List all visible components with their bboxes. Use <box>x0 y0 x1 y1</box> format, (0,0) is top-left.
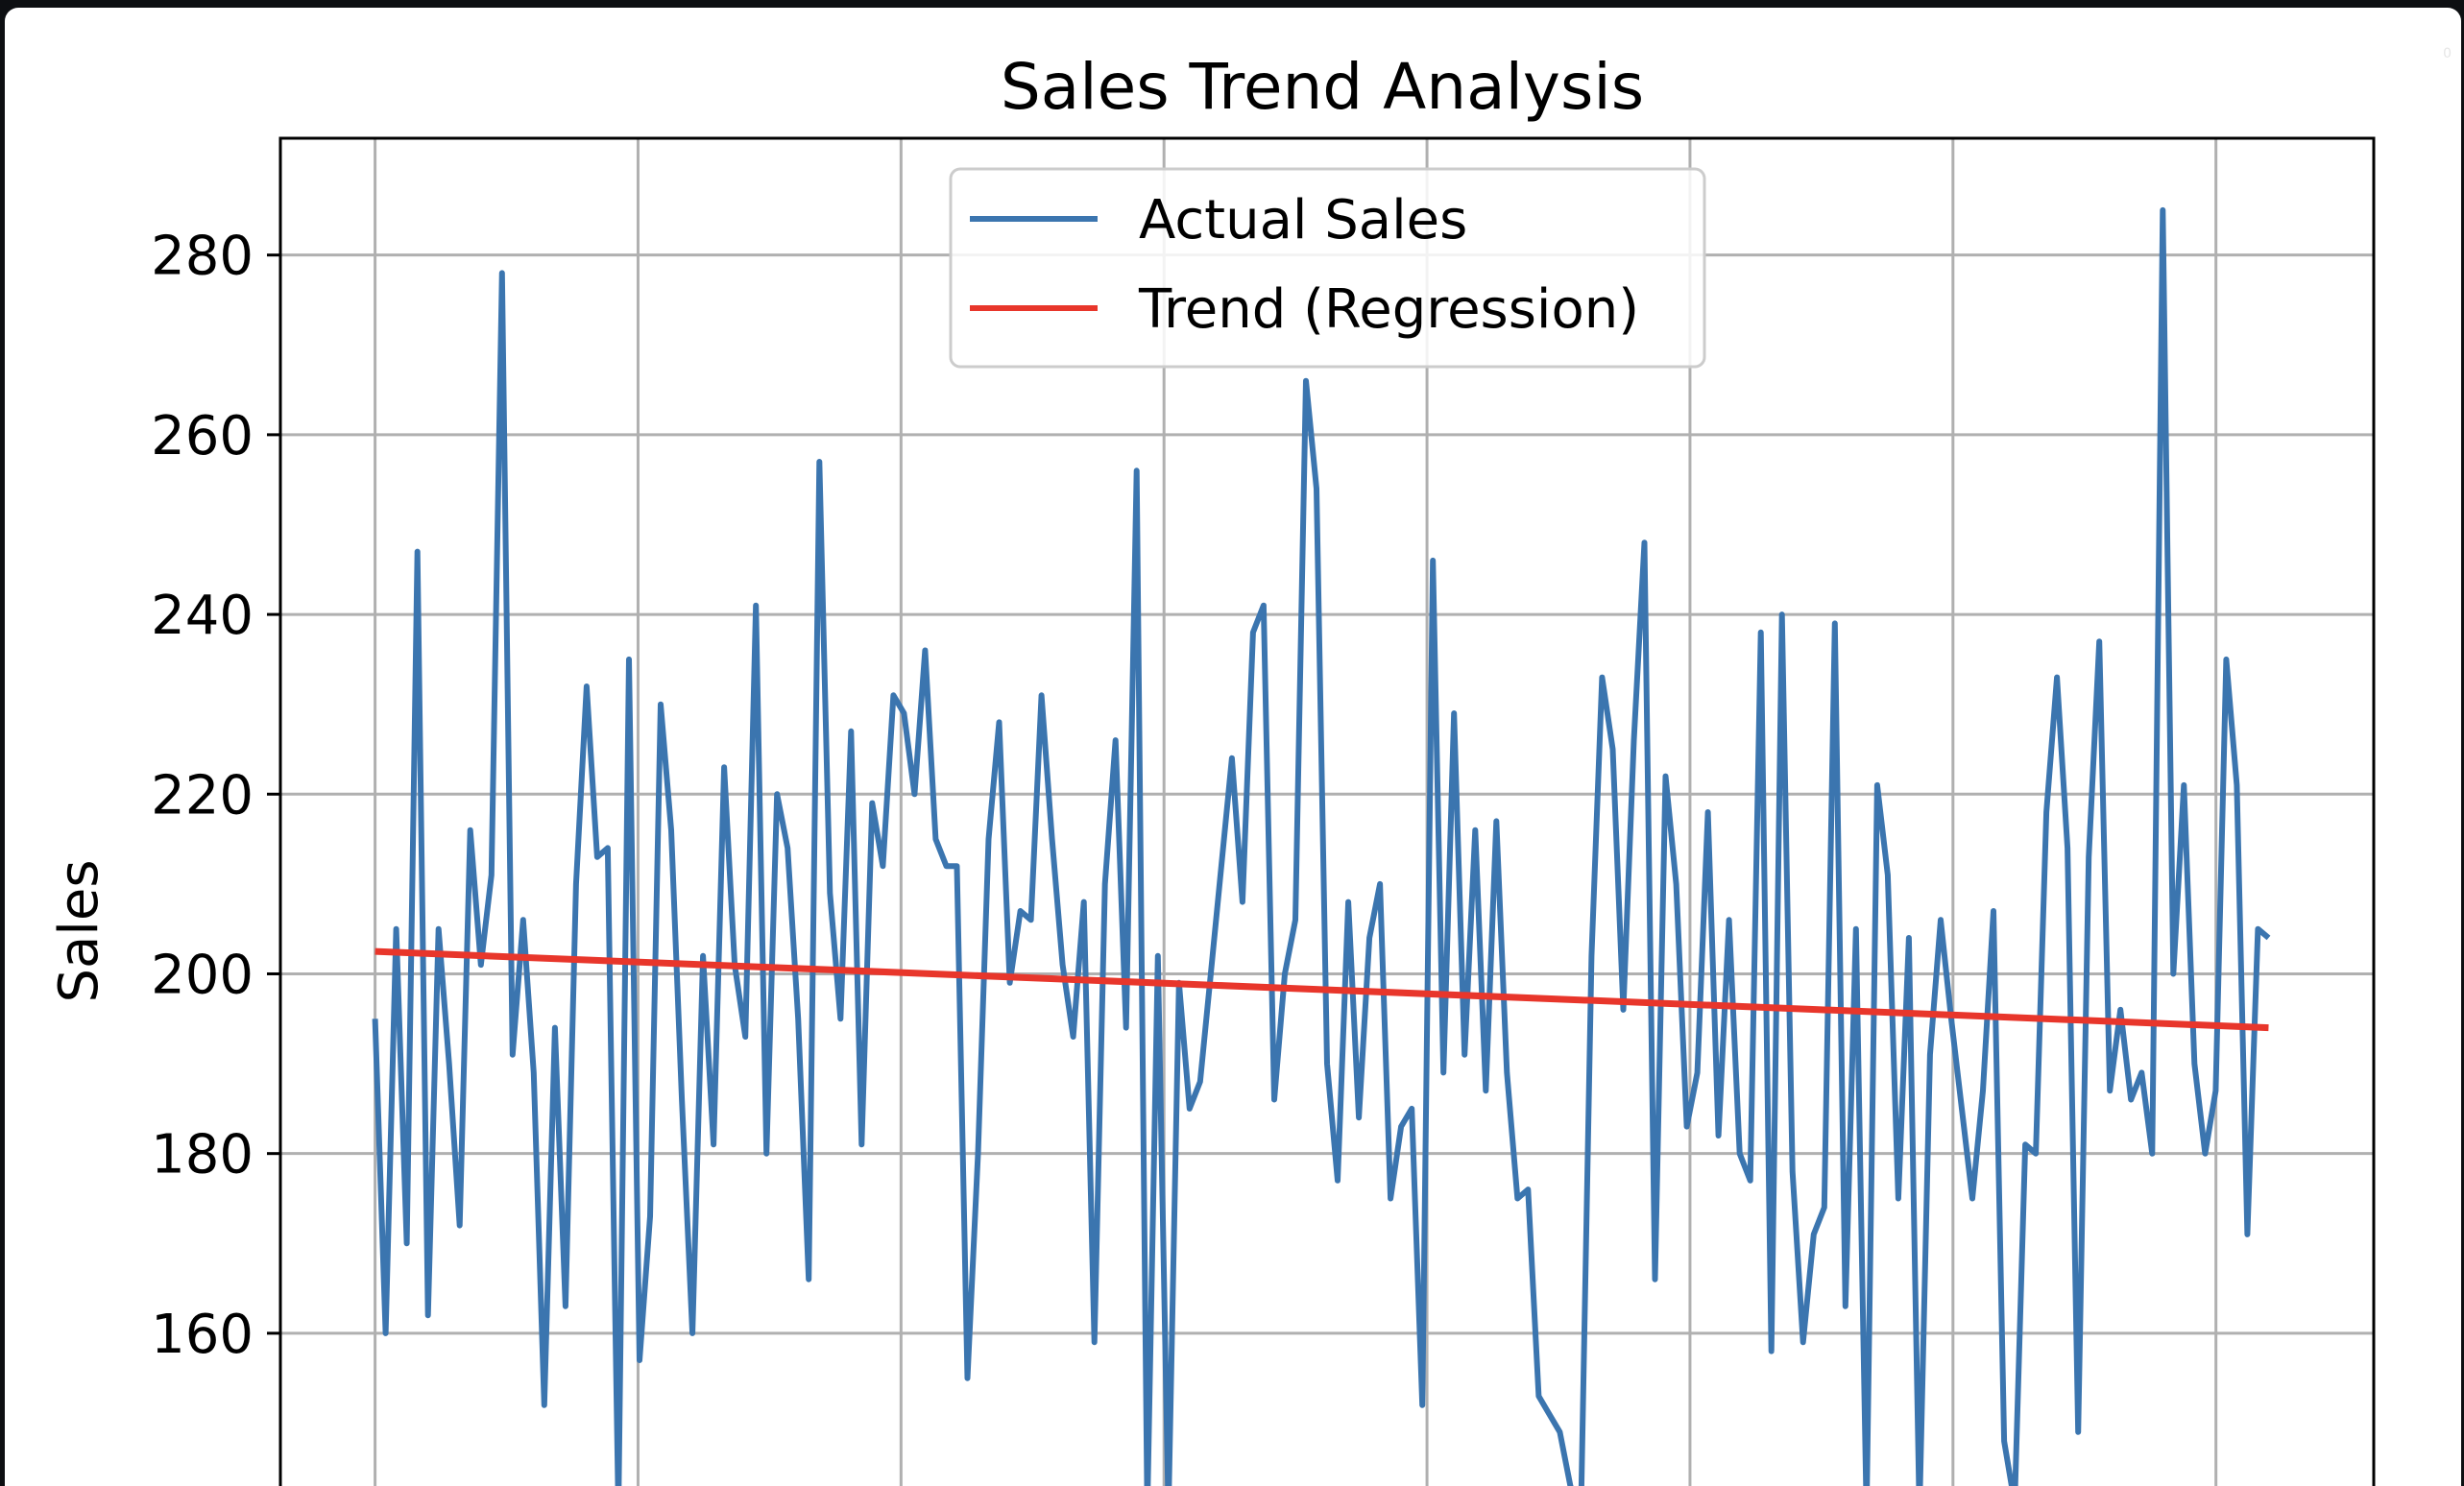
legend: Actual Sales Trend (Regression) <box>949 167 1706 369</box>
y-tick-label-160: 160 <box>151 1304 254 1366</box>
y-tick-label-240: 240 <box>151 585 254 647</box>
chart-window: 0 Sales Trend Analysis 160 180 200 220 240 26… <box>5 8 2461 1486</box>
corner-mark: 0 <box>2443 46 2452 61</box>
y-tick-label-280: 280 <box>151 226 254 288</box>
series-layer <box>372 206 2271 1486</box>
series-line-trend <box>374 947 2269 1032</box>
y-axis-ticks: 160 180 200 220 240 260 280 <box>151 226 280 1366</box>
series-line-actual-sales <box>372 206 2271 1486</box>
y-tick-label-180: 180 <box>151 1124 254 1186</box>
sales-trend-chart: Sales Trend Analysis 160 180 200 220 240 260 2… <box>48 50 2376 1486</box>
y-tick-label-260: 260 <box>151 405 254 467</box>
legend-label-trend: Trend (Regression) <box>1138 278 1639 341</box>
legend-box <box>949 167 1706 369</box>
y-tick-label-220: 220 <box>151 764 254 827</box>
legend-label-actual-sales: Actual Sales <box>1139 189 1467 252</box>
y-axis-label: Sales <box>48 859 110 1002</box>
chart-title: Sales Trend Analysis <box>1001 50 1644 124</box>
plot-frame <box>278 136 2376 1486</box>
y-tick-label-200: 200 <box>151 944 254 1006</box>
